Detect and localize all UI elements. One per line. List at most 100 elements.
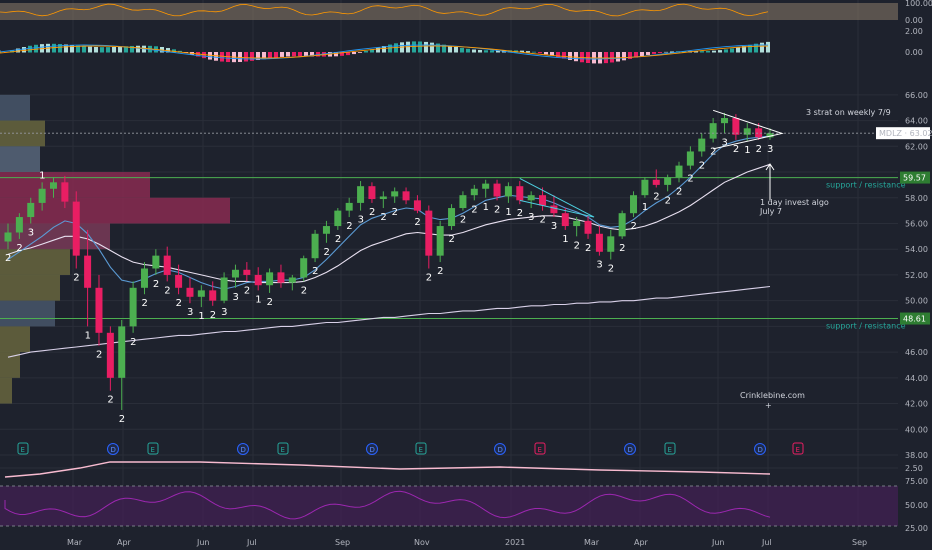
strat-label: 2 [5, 253, 11, 264]
triangle-pattern [712, 109, 784, 150]
macd-bar [262, 52, 266, 60]
dividend-badge [494, 443, 506, 455]
volume-profile-bar [0, 172, 150, 198]
macd-bar [244, 52, 248, 62]
strat-label: 3 [232, 292, 238, 303]
macd-bar [682, 51, 686, 53]
last-price-text: MDLZ · 63.02 [879, 129, 932, 138]
x-tick: Jul [246, 538, 257, 547]
macd-bar [202, 52, 206, 59]
strat-label: 2 [608, 263, 614, 274]
macd-bar [370, 49, 374, 53]
candle-body [436, 226, 444, 256]
macd-bar [274, 52, 278, 58]
macd-bar [460, 47, 464, 53]
strat-label: 2 [756, 144, 762, 155]
rsi-band [0, 486, 898, 526]
macd-bar [490, 50, 494, 53]
macd-bar [70, 45, 74, 53]
candle-body [573, 220, 581, 227]
rsi-tick: 75.00 [905, 477, 928, 486]
candle-body [15, 217, 23, 233]
strat-label: 1 [255, 294, 261, 305]
macd-bar [424, 41, 428, 53]
macd-bar [58, 44, 62, 53]
strat-label: 2 [710, 146, 716, 157]
macd-bar [346, 52, 350, 56]
candle-body [38, 188, 46, 203]
oscillator-band [0, 3, 898, 20]
candle-body [311, 233, 319, 259]
strat-label: 3 [221, 307, 227, 318]
ma-fast-line [7, 135, 771, 290]
macd-bar [472, 49, 476, 53]
macd-bar [82, 46, 86, 53]
atr-line [4, 461, 771, 478]
macd-bar [334, 52, 338, 57]
x-tick: 2021 [505, 538, 525, 547]
macd-bar [88, 46, 92, 53]
event-letter: E [21, 446, 25, 454]
price-tag [900, 171, 930, 184]
volume-profile-bar [0, 352, 20, 378]
candle-body [140, 268, 148, 288]
atr-tick: 2.50 [905, 464, 923, 473]
osc-tick: 0.00 [905, 16, 923, 25]
macd-bar [712, 50, 716, 53]
strat-label: 2 [687, 173, 693, 184]
candle-body [106, 332, 114, 378]
macd-bar [748, 44, 752, 53]
macd-bar [268, 52, 272, 59]
price-tag-text: 59.57 [903, 174, 926, 183]
candle-body [721, 118, 729, 124]
earnings-badge [534, 442, 546, 455]
macd-bar [574, 52, 578, 62]
candle-body [561, 213, 569, 227]
macd-bar [478, 49, 482, 53]
rsi-line [4, 490, 771, 520]
macd-bar [736, 47, 740, 53]
strat-label: 2 [73, 273, 79, 284]
strat-label: 3 [358, 215, 364, 226]
candle-body [482, 183, 490, 189]
macd-bar [448, 45, 452, 53]
strat-label: 2 [437, 266, 443, 277]
macd-bar [640, 52, 644, 57]
strat-label: 2 [540, 215, 546, 226]
candle-body [584, 220, 592, 234]
macd-bar [454, 46, 458, 53]
macd-bar [616, 52, 620, 62]
macd-bar [16, 48, 20, 53]
annotation-weekly: 3 strat on weekly 7/9 [806, 108, 891, 117]
macd-bar [418, 41, 422, 53]
macd-bar [256, 52, 260, 61]
strat-label: 2 [517, 208, 523, 219]
macd-bar [28, 45, 32, 53]
x-tick: Apr [117, 538, 132, 547]
strat-label: 2 [653, 191, 659, 202]
dividend-badge [107, 443, 119, 455]
candle-body [49, 182, 57, 189]
strat-label: 1 [198, 311, 204, 322]
volume-profile-bar [0, 377, 12, 404]
candle-body [357, 186, 365, 203]
strat-label: 2 [335, 234, 341, 245]
price-tag [900, 312, 930, 325]
macd-bar [556, 52, 560, 58]
macd-bar [724, 49, 728, 53]
strat-label: 2 [153, 279, 159, 290]
macd-bar [562, 52, 566, 59]
strat-label: 2 [141, 298, 147, 309]
strat-label: 1 [39, 170, 45, 181]
macd-bar [394, 43, 398, 53]
macd-bar [64, 44, 68, 53]
macd-bar [718, 50, 722, 53]
y-tick: 54.00 [905, 245, 928, 254]
macd-bar [430, 42, 434, 53]
event-letter: E [419, 446, 423, 454]
event-letter: D [758, 446, 763, 454]
macd-bar [760, 42, 764, 53]
macd-bar [634, 52, 638, 58]
event-letter: E [668, 446, 672, 454]
macd-bar [520, 50, 524, 53]
